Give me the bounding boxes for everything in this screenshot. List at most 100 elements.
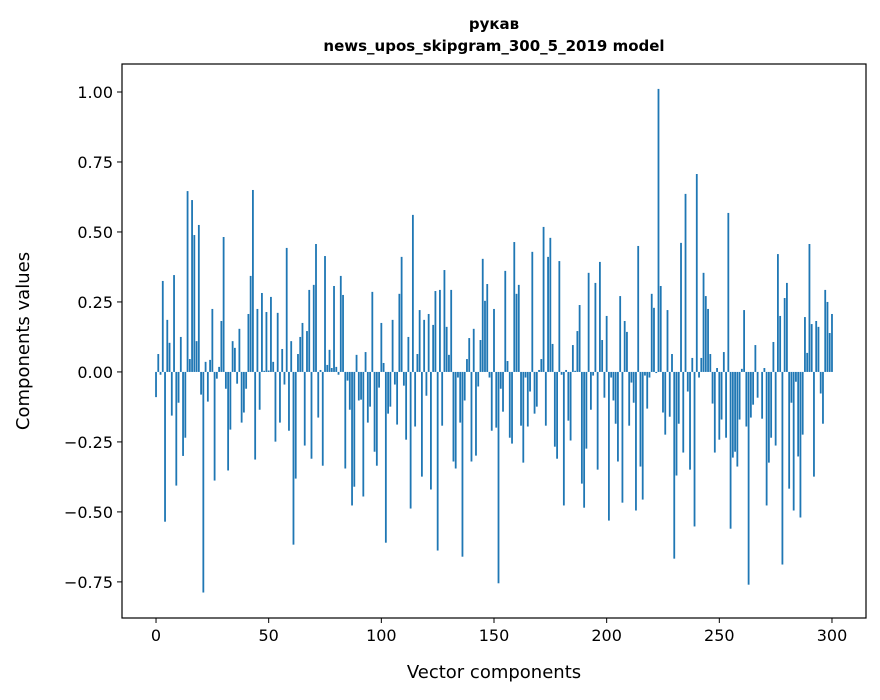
bar-127 bbox=[441, 372, 443, 426]
bar-23 bbox=[207, 372, 209, 402]
bar-190 bbox=[583, 372, 585, 508]
bar-59 bbox=[288, 372, 290, 431]
bar-290 bbox=[809, 244, 811, 372]
bar-248 bbox=[714, 372, 716, 453]
bar-58 bbox=[286, 248, 288, 372]
bar-183 bbox=[567, 372, 569, 421]
bar-81 bbox=[338, 372, 340, 375]
bar-211 bbox=[631, 372, 633, 383]
bar-257 bbox=[734, 372, 736, 452]
bar-27 bbox=[216, 372, 218, 379]
bar-76 bbox=[326, 365, 328, 372]
bar-0 bbox=[155, 372, 157, 397]
bar-82 bbox=[340, 276, 342, 372]
bar-99 bbox=[378, 372, 380, 388]
bar-8 bbox=[173, 275, 175, 372]
bar-89 bbox=[356, 355, 358, 372]
bar-113 bbox=[410, 372, 412, 509]
bar-281 bbox=[788, 372, 790, 489]
bar-143 bbox=[477, 372, 479, 387]
bar-78 bbox=[331, 368, 333, 372]
bar-232 bbox=[678, 372, 680, 424]
bar-189 bbox=[581, 372, 583, 484]
bar-49 bbox=[266, 312, 268, 372]
bar-31 bbox=[225, 372, 227, 389]
bar-68 bbox=[308, 290, 310, 372]
bar-267 bbox=[757, 372, 759, 398]
bar-71 bbox=[315, 244, 317, 372]
bar-173 bbox=[545, 372, 547, 426]
bar-45 bbox=[257, 309, 259, 372]
bar-97 bbox=[374, 372, 376, 452]
bar-67 bbox=[306, 331, 308, 372]
bar-41 bbox=[248, 314, 250, 372]
bar-92 bbox=[362, 372, 364, 497]
bar-185 bbox=[572, 345, 574, 372]
bar-108 bbox=[398, 294, 400, 372]
bar-260 bbox=[741, 369, 743, 372]
bar-110 bbox=[403, 372, 405, 386]
bar-161 bbox=[518, 285, 520, 372]
bar-296 bbox=[822, 372, 824, 424]
bar-135 bbox=[459, 372, 461, 423]
bar-266 bbox=[754, 345, 756, 372]
bar-101 bbox=[383, 363, 385, 372]
bar-168 bbox=[534, 372, 536, 414]
bar-84 bbox=[344, 372, 346, 469]
bar-86 bbox=[349, 372, 351, 410]
bar-180 bbox=[561, 372, 563, 375]
bar-234 bbox=[682, 372, 684, 453]
bar-43 bbox=[252, 190, 254, 372]
bar-298 bbox=[827, 302, 829, 372]
chart-subtitle: news_upos_skipgram_300_5_2019 model bbox=[323, 37, 664, 55]
bar-294 bbox=[818, 327, 820, 372]
bar-175 bbox=[549, 238, 551, 372]
bar-157 bbox=[509, 372, 511, 438]
bar-219 bbox=[649, 372, 651, 378]
bar-244 bbox=[705, 296, 707, 372]
bar-40 bbox=[245, 372, 247, 389]
bar-120 bbox=[426, 372, 428, 396]
bar-196 bbox=[597, 372, 599, 470]
bar-295 bbox=[820, 372, 822, 394]
bar-9 bbox=[175, 372, 177, 486]
bar-263 bbox=[748, 372, 750, 585]
bar-141 bbox=[473, 329, 475, 372]
bar-265 bbox=[752, 372, 754, 405]
y-tick-label: 1.00 bbox=[77, 83, 113, 102]
bar-117 bbox=[419, 310, 421, 372]
bar-126 bbox=[439, 290, 441, 372]
y-tick-label: 0.50 bbox=[77, 223, 113, 242]
bar-104 bbox=[389, 372, 391, 407]
bar-264 bbox=[750, 372, 752, 418]
bar-207 bbox=[622, 372, 624, 503]
bar-10 bbox=[178, 372, 180, 403]
bar-53 bbox=[275, 372, 277, 442]
bar-147 bbox=[486, 284, 488, 372]
bar-4 bbox=[164, 372, 166, 522]
bar-152 bbox=[498, 372, 500, 583]
bar-164 bbox=[525, 372, 527, 378]
bar-169 bbox=[536, 372, 538, 407]
bar-12 bbox=[182, 372, 184, 456]
bar-166 bbox=[529, 372, 531, 392]
bar-228 bbox=[669, 372, 671, 417]
bar-37 bbox=[238, 329, 240, 372]
bar-163 bbox=[522, 372, 524, 463]
bar-181 bbox=[563, 372, 565, 506]
bar-73 bbox=[320, 370, 322, 372]
bar-226 bbox=[664, 372, 666, 435]
bar-194 bbox=[592, 372, 594, 376]
bar-42 bbox=[250, 276, 252, 372]
bar-3 bbox=[162, 281, 164, 372]
bar-28 bbox=[218, 367, 220, 372]
bar-249 bbox=[716, 368, 718, 372]
bar-128 bbox=[444, 270, 446, 372]
bar-72 bbox=[317, 372, 319, 418]
bar-109 bbox=[401, 257, 403, 372]
bar-5 bbox=[166, 320, 168, 372]
bar-13 bbox=[184, 372, 186, 438]
bar-18 bbox=[196, 341, 198, 372]
x-tick-label: 200 bbox=[591, 626, 622, 645]
